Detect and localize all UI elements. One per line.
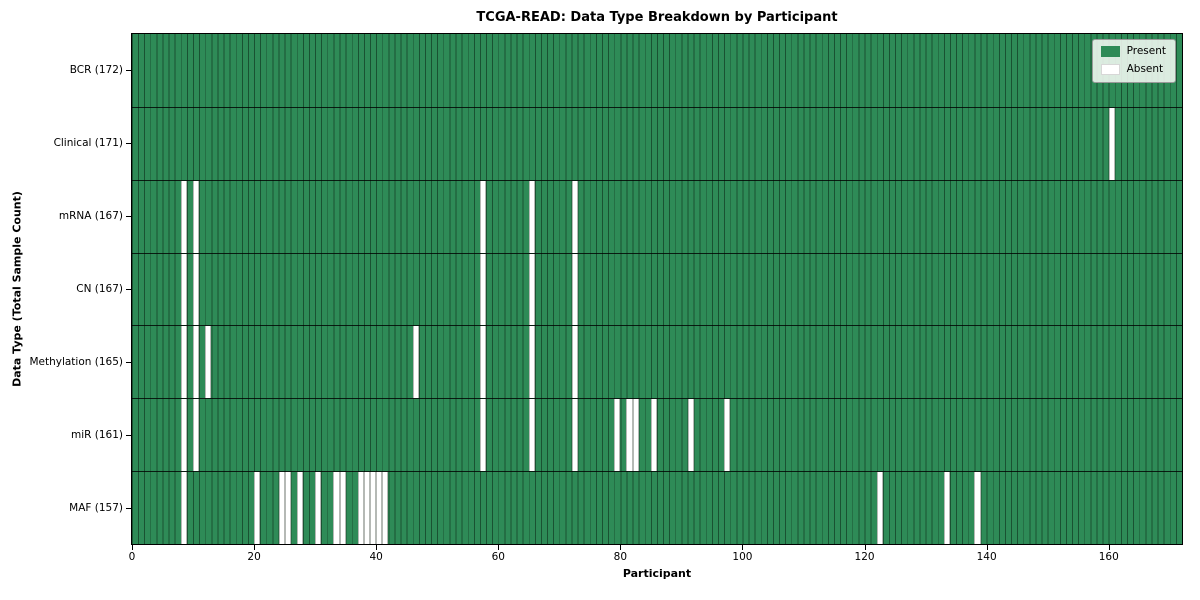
legend-absent-swatch bbox=[1100, 64, 1120, 75]
absent-cell bbox=[943, 472, 950, 544]
absent-cell bbox=[382, 472, 389, 544]
x-axis-label: Participant bbox=[622, 567, 692, 580]
absent-cell bbox=[180, 399, 187, 472]
absent-cell bbox=[315, 472, 322, 544]
absent-cell bbox=[479, 253, 487, 326]
absent-cell bbox=[412, 326, 419, 399]
x-tick-mark bbox=[620, 545, 622, 550]
x-tick-label: 60 bbox=[491, 551, 505, 563]
x-tick-label: 20 bbox=[247, 551, 261, 563]
absent-cell bbox=[193, 253, 200, 326]
heatmap-row-maf bbox=[132, 471, 1182, 544]
y-tick-mark bbox=[126, 361, 131, 363]
x-tick-mark bbox=[254, 545, 256, 550]
heatmap-row-clinical bbox=[132, 106, 1182, 180]
absent-cell bbox=[254, 472, 261, 544]
x-tick-mark bbox=[132, 545, 133, 550]
x-tick-label: 40 bbox=[369, 551, 383, 563]
x-tick-mark bbox=[498, 545, 500, 550]
legend-entry-present: Present bbox=[1100, 45, 1166, 58]
y-tick-mark bbox=[126, 507, 131, 509]
absent-cell bbox=[193, 399, 200, 472]
absent-cell bbox=[357, 472, 364, 544]
absent-cell bbox=[571, 180, 578, 253]
absent-cell bbox=[370, 472, 377, 544]
absent-cell bbox=[632, 399, 639, 472]
absent-cell bbox=[333, 472, 340, 544]
absent-cell bbox=[193, 326, 200, 399]
x-tick-label: 0 bbox=[128, 551, 136, 563]
absent-cell bbox=[876, 472, 883, 544]
y-tick-label: BCR (172) bbox=[69, 64, 123, 77]
absent-cell bbox=[571, 326, 578, 399]
absent-cell bbox=[528, 180, 535, 253]
x-tick-mark bbox=[742, 545, 744, 550]
absent-cell bbox=[193, 180, 200, 253]
absent-cell bbox=[180, 472, 187, 544]
x-tick-mark bbox=[864, 545, 866, 550]
absent-cell bbox=[180, 326, 187, 399]
x-tick-label: 160 bbox=[1098, 551, 1119, 563]
y-tick-label: MAF (157) bbox=[69, 501, 123, 514]
absent-cell bbox=[724, 399, 731, 472]
absent-cell bbox=[278, 472, 285, 544]
absent-cell bbox=[376, 472, 383, 544]
absent-cell bbox=[687, 399, 694, 472]
absent-cell bbox=[479, 180, 487, 253]
absent-cell bbox=[650, 399, 657, 472]
y-tick-label: mRNA (167) bbox=[58, 210, 123, 223]
absent-cell bbox=[339, 472, 346, 544]
y-tick-label: Methylation (165) bbox=[29, 355, 123, 368]
absent-cell bbox=[479, 326, 487, 399]
absent-cell bbox=[528, 399, 535, 472]
absent-cell bbox=[180, 180, 187, 253]
x-tick-mark bbox=[986, 545, 988, 550]
absent-cell bbox=[626, 399, 633, 472]
absent-cell bbox=[205, 326, 212, 399]
x-tick-label: 140 bbox=[976, 551, 997, 563]
absent-cell bbox=[296, 472, 303, 544]
x-tick-label: 80 bbox=[613, 551, 628, 563]
x-tick-label: 120 bbox=[854, 551, 875, 563]
absent-cell bbox=[974, 472, 981, 544]
absent-cell bbox=[528, 326, 535, 399]
x-tick-mark bbox=[376, 545, 378, 550]
absent-cell bbox=[1108, 107, 1115, 180]
absent-cell bbox=[571, 399, 578, 472]
y-tick-mark bbox=[126, 434, 131, 436]
y-tick-mark bbox=[126, 70, 131, 72]
heatmap-row-mrna bbox=[132, 179, 1182, 253]
absent-cell bbox=[363, 472, 371, 544]
legend-present-swatch bbox=[1100, 46, 1120, 57]
y-tick-label: CN (167) bbox=[76, 283, 123, 295]
absent-cell bbox=[479, 399, 487, 472]
heatmap-row-mir bbox=[132, 398, 1182, 472]
y-tick-mark bbox=[126, 216, 131, 218]
y-tick-label: miR (161) bbox=[70, 428, 123, 441]
x-tick-label: 100 bbox=[732, 551, 753, 563]
y-tick-mark bbox=[126, 289, 131, 290]
y-tick-label: Clinical (171) bbox=[53, 137, 123, 150]
legend-absent-label: Absent bbox=[1126, 63, 1164, 76]
absent-cell bbox=[614, 399, 621, 472]
legend-entry-absent: Absent bbox=[1100, 63, 1166, 76]
legend-present-label: Present bbox=[1126, 45, 1166, 58]
x-tick-mark bbox=[1108, 545, 1110, 550]
absent-cell bbox=[571, 253, 578, 326]
heatmap-row-methylation bbox=[132, 325, 1182, 399]
heatmap-row-cn bbox=[132, 252, 1182, 326]
absent-cell bbox=[528, 253, 535, 326]
heatmap-row-bcr bbox=[132, 34, 1182, 107]
absent-cell bbox=[284, 472, 291, 544]
y-tick-mark bbox=[126, 143, 131, 145]
plot-area: Present Absent bbox=[131, 33, 1183, 545]
absent-cell bbox=[180, 253, 187, 326]
legend: Present Absent bbox=[1091, 39, 1176, 83]
chart-title: TCGA-READ: Data Type Breakdown by Partic… bbox=[476, 10, 838, 25]
